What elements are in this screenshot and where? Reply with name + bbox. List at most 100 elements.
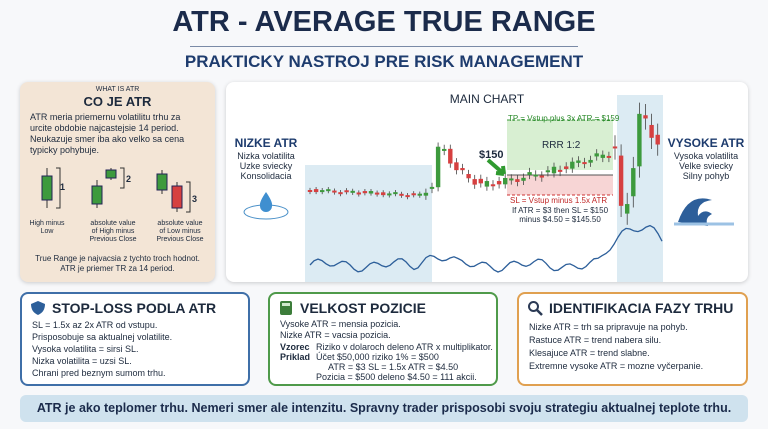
chart-title: MAIN CHART — [449, 92, 525, 106]
high-atr-line: Vysoka volatilita — [673, 151, 739, 161]
candle — [393, 192, 398, 195]
candle — [435, 146, 441, 188]
candle — [521, 177, 526, 181]
candle — [381, 192, 386, 196]
caption: absolute value of High minus Previous Cl… — [78, 220, 148, 244]
text-line: Neukazuje smer iba ako velko sa cena — [30, 134, 185, 144]
card-position-size: VELKOST POZICIE Vysoke ATR = mensia pozi… — [268, 292, 498, 386]
candle-1 — [41, 167, 61, 209]
example-label: Priklad — [280, 352, 311, 362]
sl-label: SL = Vstup minus 1.5x ATR — [510, 196, 608, 205]
candle — [356, 192, 361, 195]
drop-icon — [243, 192, 289, 220]
caption-line: Low — [40, 228, 54, 235]
footer-text: ATR je ako teplomer trhu. Nemeri smer al… — [36, 401, 732, 415]
candle — [576, 160, 581, 163]
card-line: Klesajuce ATR = trend slabne. — [529, 348, 650, 358]
low-atr-line: Konsolidacia — [240, 171, 292, 181]
card-line: Nizke ATR = vacsia pozicia. — [280, 330, 391, 340]
candle — [600, 154, 605, 158]
number: 2 — [126, 174, 132, 184]
rrr: RRR 1:2 — [542, 140, 581, 151]
candle — [588, 159, 593, 163]
candle — [545, 170, 551, 173]
candle — [344, 190, 349, 193]
candle — [490, 184, 496, 187]
candle — [320, 190, 325, 193]
candle — [515, 179, 520, 182]
candle — [326, 189, 331, 192]
calculator-icon — [280, 301, 292, 315]
candle — [368, 191, 374, 194]
footer-line: True Range je najvacsia z tychto troch h… — [35, 254, 200, 263]
illustration — [243, 95, 734, 282]
magnifier-icon — [528, 301, 543, 316]
candle — [606, 155, 612, 158]
candle — [551, 166, 557, 174]
tp-label: TP = Vstup plus 3x ATR = $159 — [508, 114, 620, 123]
example-line: Pozicia = $500 deleno $4.50 = 111 akcii. — [316, 372, 477, 382]
subtitle: PRAKTICKY NASTROJ PRE RISK MANAGEMENT — [184, 52, 584, 71]
low-atr-line: Nizka volatilita — [237, 151, 295, 161]
candle — [399, 193, 404, 196]
candle — [417, 193, 422, 196]
candle — [484, 181, 490, 187]
caption-line: High minus — [29, 220, 65, 227]
high-atr-line: Silny pohyb — [682, 171, 730, 181]
candle — [429, 186, 435, 189]
card-line: Chrani pred beznym sumom trhu. — [32, 368, 166, 378]
caption-line: Previous Close — [89, 236, 137, 243]
candle — [405, 195, 410, 198]
wave-icon — [674, 198, 734, 226]
sl-example-line: minus $4.50 = $145.50 — [519, 215, 601, 224]
low-atr-line: Uzke sviecky — [239, 161, 293, 171]
candle — [478, 178, 483, 184]
candle — [454, 162, 459, 171]
candle — [625, 204, 630, 214]
candle — [655, 134, 660, 145]
footer-banner: ATR je ako teplomer trhu. Nemeri smer al… — [20, 395, 748, 422]
card-line: Vysoka volatilita = sirsi SL. — [32, 344, 139, 354]
candle — [503, 177, 508, 185]
card-line: Rastuce ATR = trend nabera silu. — [529, 335, 662, 345]
number: 3 — [192, 194, 198, 204]
kicker: WHAT IS ATR — [95, 86, 140, 93]
caption-line: of Low minus — [159, 228, 201, 235]
text-line: urcite obdobie najcastejsie 14 period. — [30, 123, 179, 133]
sl-example-line: If ATR = $3 then SL = $150 — [511, 206, 609, 215]
entry-arrow — [486, 158, 506, 176]
tr-diagram — [41, 167, 191, 213]
sl-example: If ATR = $3 then SL = $150 minus $4.50 =… — [508, 206, 612, 224]
card-line: Prisposobuje sa aktualnej volatilite. — [32, 332, 173, 342]
formula-label: Vzorec — [280, 342, 310, 352]
low-atr: NIZKE ATR Nizka volatilita Uzke sviecky … — [230, 136, 302, 181]
candle — [460, 168, 465, 171]
candle — [533, 174, 538, 177]
low-zone — [305, 165, 432, 282]
candle — [411, 193, 416, 196]
shield-icon — [31, 301, 45, 315]
text-line: ATR meria priemernu volatilitu trhu za — [30, 112, 181, 122]
card-market-phase: IDENTIFIKACIA FAZY TRHU Nizke ATR = trh … — [517, 292, 748, 386]
candle — [466, 174, 471, 179]
card-stop-loss: STOP-LOSS PODLA ATR SL = 1.5x az 2x ATR … — [20, 292, 250, 386]
candle — [631, 168, 636, 197]
caption-line: absolute value — [157, 220, 203, 227]
card-line: SL = 1.5x az 2x ATR od vstupu. — [32, 320, 158, 330]
what-is-panel: WHAT IS ATR CO JE ATR ATR meria priemern… — [20, 82, 215, 282]
caption: absolute value of Low minus Previous Clo… — [145, 220, 215, 244]
candle — [387, 193, 392, 196]
title: ATR - AVERAGE TRUE RANGE — [172, 6, 596, 38]
panel-footer: True Range je najvacsia z tychto troch h… — [20, 254, 215, 274]
candle — [442, 148, 447, 151]
candle — [350, 190, 355, 193]
panel-title: CO JE ATR — [83, 94, 152, 109]
text-line: typicky pohybuje. — [30, 145, 100, 155]
sl-zone — [507, 175, 613, 195]
text: ATR meria priemernu volatilitu trhu za u… — [30, 112, 184, 156]
low-atr-title: NIZKE ATR — [234, 136, 298, 150]
candle — [338, 192, 343, 195]
candle — [448, 148, 453, 164]
high-atr: VYSOKE ATR Vysoka volatilita Velke sviec… — [666, 137, 746, 181]
